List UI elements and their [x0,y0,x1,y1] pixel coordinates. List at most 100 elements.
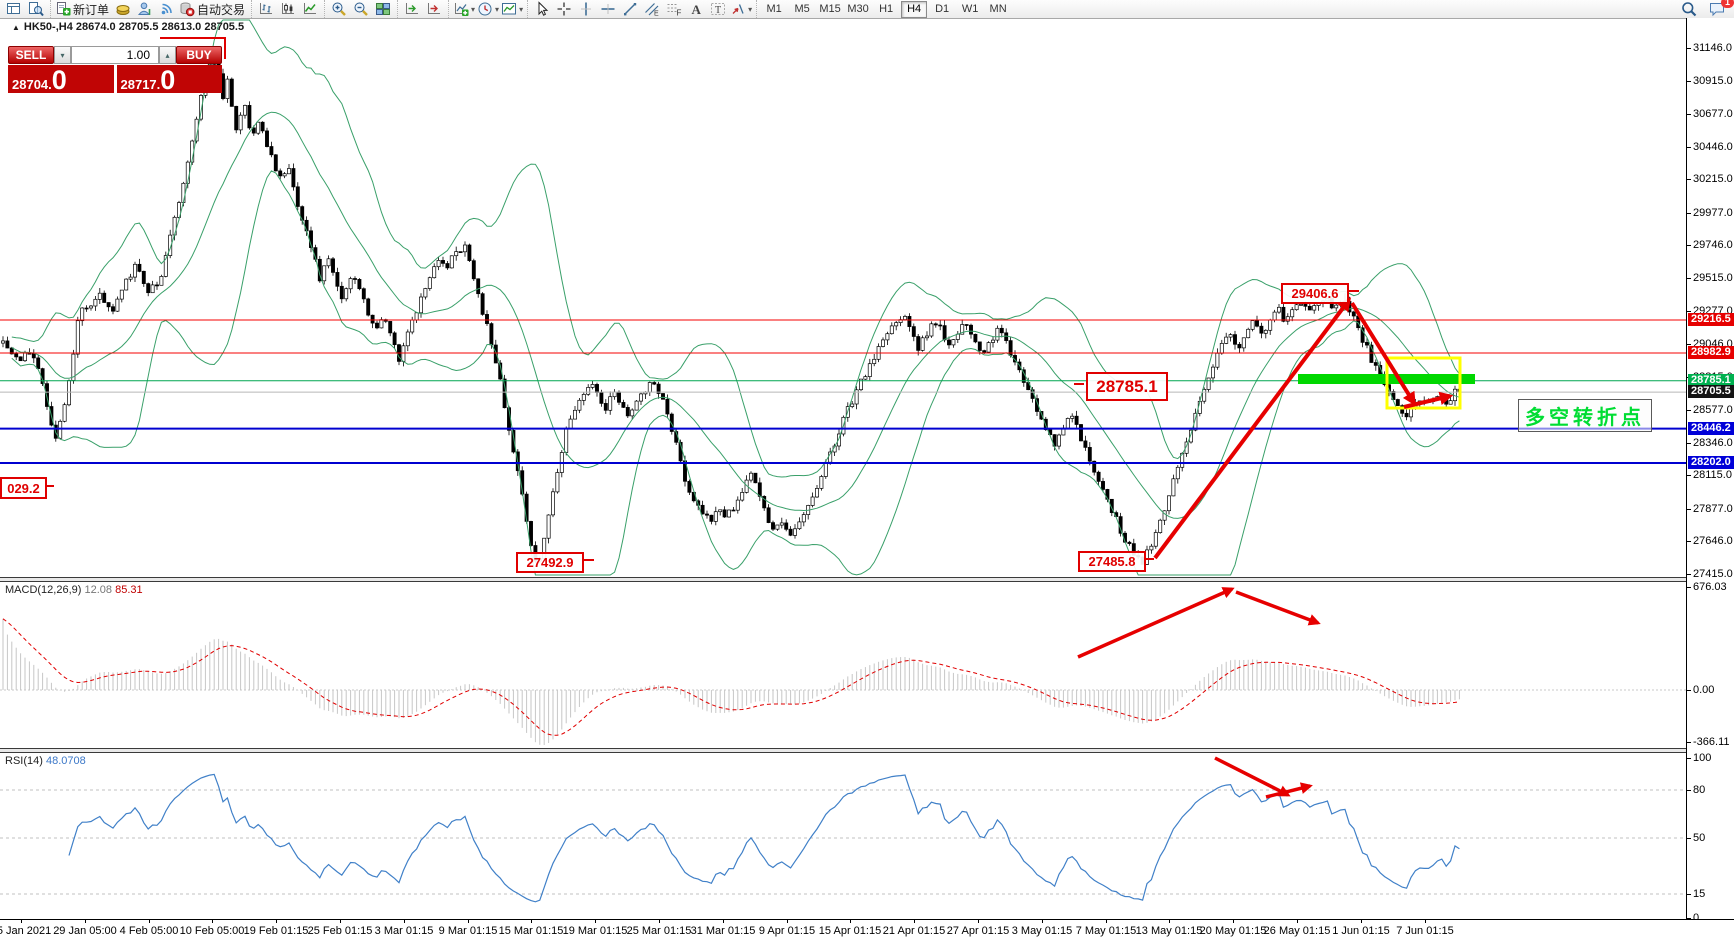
market-watch-button[interactable] [3,1,25,17]
time-tick-mark [1425,920,1426,923]
time-tick-mark [659,920,660,923]
text-button[interactable]: A [685,1,707,17]
equidistant-channel-button[interactable]: E [641,1,663,17]
zoom-out-button[interactable] [350,1,372,17]
time-label: 31 Mar 01:15 [690,925,756,937]
bid-price[interactable]: 28704. 0 [8,65,114,94]
gold-seal-button[interactable] [112,1,134,17]
time-tick-mark [85,920,86,923]
timeframe-h1-button[interactable]: H1 [879,3,894,15]
price-tick: 27646.0 [1687,535,1733,547]
expert-advisor-button[interactable] [134,1,156,17]
new-order-button[interactable]: 新订单 [54,1,112,17]
time-tick-mark [1297,920,1298,923]
arrow-objects-button[interactable]: ▾ [729,1,753,17]
fibonacci-button[interactable]: F [663,1,685,17]
tile-windows-button[interactable] [372,1,394,17]
time-tick-mark [1169,920,1170,923]
price-callout-27492.9: 27492.9 [516,552,584,573]
svg-text:A: A [692,2,702,17]
time-tick-mark [276,920,277,923]
time-tick-mark [1233,920,1234,923]
candle-chart-mode-button[interactable] [277,1,299,17]
panel-splitter-rsi[interactable] [0,748,1734,753]
price-tick: 29746.0 [1687,239,1733,251]
svg-text:E: E [654,11,659,18]
indicators-button[interactable]: ▾ [452,1,476,17]
timeframe-h4-button[interactable]: H4 [901,0,928,18]
time-label: 25 Mar 01:15 [626,925,692,937]
templates-dropdown-caret[interactable]: ▾ [519,4,524,14]
time-label: 7 Jun 01:15 [1396,925,1454,937]
price-badge-29216.5: 29216.5 [1688,313,1734,327]
search-button[interactable] [1678,1,1700,17]
indicators-dropdown-caret[interactable]: ▾ [471,4,476,14]
notification-badge: 1 [1720,0,1734,8]
buy-button[interactable]: BUY [176,46,222,64]
data-window-button[interactable] [25,1,47,17]
macd-panel-canvas[interactable] [0,581,1686,748]
sell-button[interactable]: SELL [8,46,54,64]
auto-trading-button[interactable]: 自动交易 [178,1,248,17]
notifications-button[interactable]: 1 [1706,0,1734,17]
ask-price[interactable]: 28717. 0 [116,65,222,94]
price-divider [113,65,117,93]
time-label: 29 Jan 05:00 [53,925,117,937]
arrow-objects-dropdown-caret[interactable]: ▾ [748,4,753,14]
auto-scroll-button[interactable] [401,1,423,17]
periods-dropdown-caret[interactable]: ▾ [495,4,500,14]
price-axis[interactable]: 31146.0 30915.0 30677.0 30446.0 30215.0 29977… [1686,18,1734,924]
timeframe-m1-button[interactable]: M1 [766,3,782,15]
collapse-triangle-icon[interactable]: ▲ [12,23,20,32]
volume-increase-button[interactable]: ▴ [159,46,176,64]
price-tick: 28577.0 [1687,404,1733,416]
text-label-button[interactable]: T [707,1,729,17]
price-tick: 30215.0 [1687,173,1733,185]
main-chart-canvas[interactable] [0,18,1686,577]
price-tick: 29977.0 [1687,207,1733,219]
zoom-in-button[interactable] [328,1,350,17]
chart-shift-button[interactable] [423,1,445,17]
time-label: 27 Apr 01:15 [946,925,1010,937]
timeframe-w1-button[interactable]: W1 [961,3,979,15]
svg-text:F: F [677,9,682,18]
price-tick: 30446.0 [1687,141,1733,153]
time-label: 26 May 01:15 [1263,925,1331,937]
bar-chart-mode-button[interactable] [255,1,277,17]
trendline-button[interactable] [619,1,641,17]
time-label: 21 Apr 01:15 [882,925,946,937]
price-tick: 28115.0 [1687,469,1732,481]
price-tick: 29515.0 [1687,272,1733,284]
timeframe-d1-button[interactable]: D1 [935,3,950,15]
rsi-panel-canvas[interactable] [0,752,1686,918]
time-tick-mark [1106,920,1107,923]
price-tick: 27877.0 [1687,503,1733,515]
volume-input[interactable]: 1.00 [71,46,159,64]
timeframe-mn-button[interactable]: MN [989,3,1007,15]
price-badge-28785.1: 28785.1 [1688,373,1734,387]
timeframe-m15-button[interactable]: M15 [819,3,841,15]
auto-trading-label: 自动交易 [197,2,246,17]
rsi-tick: 80 [1687,784,1705,796]
time-tick-mark [340,920,341,923]
time-label: 9 Mar 01:15 [438,925,498,937]
crosshair-button[interactable] [553,1,575,17]
horizontal-line-button[interactable] [597,1,619,17]
rsi-indicator-label: RSI(14) 48.0708 [5,755,86,767]
vertical-line-button[interactable] [575,1,597,17]
symbol-info-line: ▲ HK50-,H4 28674.0 28705.5 28613.0 28705.… [12,21,245,33]
price-tick: 31146.0 [1687,42,1732,54]
price-tick: 28346.0 [1687,437,1733,449]
panel-splitter-macd[interactable] [0,577,1734,582]
periods-button[interactable]: ▾ [476,1,500,17]
turning-point-note: 多空转折点 [1518,399,1652,432]
templates-button[interactable]: ▾ [500,1,524,17]
line-chart-mode-button[interactable] [299,1,321,17]
volume-decrease-button[interactable]: ▾ [54,46,71,64]
timeframe-m5-button[interactable]: M5 [794,3,810,15]
price-callout-029.2: 029.2 [0,477,47,499]
timeframe-m30-button[interactable]: M30 [847,3,869,15]
cursor-button[interactable] [531,1,553,17]
signals-button[interactable] [156,1,178,17]
